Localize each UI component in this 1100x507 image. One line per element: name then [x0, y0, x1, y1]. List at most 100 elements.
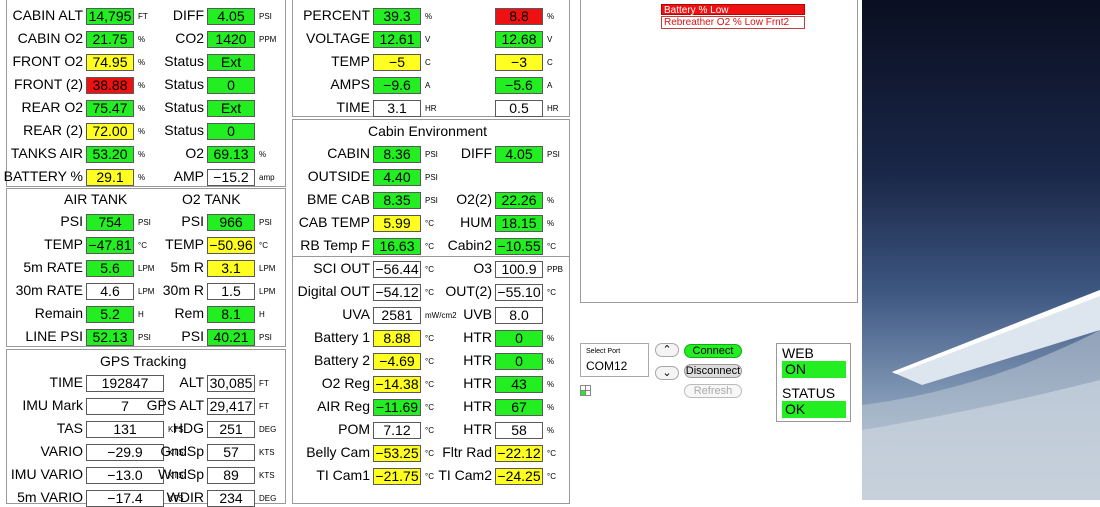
aerial-sky-photo: [862, 0, 1100, 500]
row-value: −47.81: [86, 237, 134, 254]
row-unit: KTS: [168, 494, 184, 503]
row-value: 8.36: [373, 146, 421, 163]
connect-button[interactable]: Connect: [684, 344, 742, 358]
row-unit-2: %: [547, 196, 555, 205]
row-unit-2: H: [259, 310, 265, 319]
row-unit: %: [425, 12, 433, 21]
row-label: TI Cam1: [316, 467, 370, 483]
scroll-up-button[interactable]: ⌃: [655, 343, 679, 357]
row-value-2: 1420: [207, 31, 255, 48]
row-value-2: 3.1: [207, 260, 255, 277]
row-label: IMU VARIO: [10, 466, 83, 482]
row-label-2: Status: [164, 76, 204, 92]
row-unit: PSI: [425, 150, 438, 159]
row-value: 3.1: [373, 100, 421, 117]
web-label: WEB: [782, 345, 814, 361]
row-label: CAB TEMP: [298, 214, 370, 230]
row-unit-2: A: [547, 81, 553, 90]
row-unit-2: °C: [547, 472, 556, 481]
row-value: 7.12: [373, 422, 421, 439]
row-unit-2: FT: [259, 379, 269, 388]
row-label-2: UVB: [463, 306, 492, 322]
row-label: UVA: [342, 306, 370, 322]
refresh-button[interactable]: Refresh: [684, 384, 742, 398]
port-grid-icon[interactable]: [580, 385, 591, 396]
row-label-2: OUT(2): [445, 283, 492, 299]
cabin-environment-panel: [292, 119, 570, 257]
port-select[interactable]: COM12: [586, 359, 628, 373]
row-unit: H: [138, 310, 144, 319]
row-value: 29.1: [86, 169, 134, 186]
row-value: 131: [86, 421, 164, 438]
row-label-2: CO2: [175, 30, 204, 46]
row-unit: KTS: [168, 425, 184, 434]
row-value: −29.9: [86, 444, 164, 461]
row-label: VOLTAGE: [305, 30, 370, 46]
row-unit: HR: [425, 104, 437, 113]
row-value: −9.6: [373, 77, 421, 94]
row-value-2: 57: [207, 444, 255, 461]
row-unit-2: °C: [259, 241, 268, 250]
row-unit: °C: [425, 265, 434, 274]
row-label-2: AMP: [173, 168, 204, 184]
row-value: −56.44: [373, 261, 421, 278]
row-value: −13.0: [86, 467, 164, 484]
row-unit: %: [138, 81, 146, 90]
row-label-2: PSI: [181, 328, 204, 344]
row-unit: °C: [425, 403, 434, 412]
row-unit-2: DEG: [259, 494, 277, 503]
row-unit-2: °C: [547, 288, 556, 297]
row-label-2: 30m R: [162, 282, 204, 298]
row-value-2: 43: [495, 376, 543, 393]
row-label: Battery 2: [313, 352, 370, 368]
row-value-2: 18.15: [495, 215, 543, 232]
row-unit: °C: [425, 288, 434, 297]
row-label-2: HTR: [463, 398, 492, 414]
row-label-2: DIFF: [460, 145, 492, 161]
row-unit-2: FT: [259, 402, 269, 411]
row-label-2: Rem: [174, 305, 204, 321]
scroll-down-button[interactable]: ⌄: [655, 366, 679, 380]
row-value-2: −22.12: [495, 445, 543, 462]
row-value: 5.6: [86, 260, 134, 277]
row-label-2: WndSp: [158, 466, 204, 482]
row-unit: °C: [425, 380, 434, 389]
row-value: 7: [86, 398, 164, 415]
row-value: 12.61: [373, 31, 421, 48]
row-value-2: 30,085: [207, 375, 255, 392]
row-value-2: 966: [207, 214, 255, 231]
row-label: CABIN: [327, 145, 370, 161]
row-unit: °C: [425, 426, 434, 435]
row-unit: KTS: [168, 448, 184, 457]
row-label-2: O3: [473, 260, 492, 276]
disconnect-button[interactable]: Disconnect: [684, 364, 742, 378]
row-label: TEMP: [331, 53, 370, 69]
web-status-panel: [776, 343, 851, 422]
row-value-2: −5.6: [495, 77, 543, 94]
row-value-2: 8.8: [495, 8, 543, 25]
row-unit-2: LPM: [259, 264, 276, 273]
row-label: AIR Reg: [317, 398, 370, 414]
row-unit: °C: [425, 357, 434, 366]
wing-photo-svg: [862, 290, 1100, 500]
port-grid-green-cell: [581, 391, 585, 395]
row-value: 4.6: [86, 283, 134, 300]
row-value: 754: [86, 214, 134, 231]
row-value: 72.00: [86, 123, 134, 140]
row-label-2: HTR: [463, 375, 492, 391]
row-unit-2: V: [547, 35, 553, 44]
row-value: 192847: [86, 375, 164, 392]
row-unit: %: [138, 150, 146, 159]
row-unit-2: PPM: [259, 35, 277, 44]
row-value: 5.2: [86, 306, 134, 323]
row-value-2: 0.5: [495, 100, 543, 117]
row-value: 16.63: [373, 238, 421, 255]
row-unit-2: %: [547, 357, 555, 366]
chevron-up-icon: ⌃: [662, 344, 672, 356]
port-label: Select Port: [586, 348, 621, 355]
row-value: 2581: [373, 307, 421, 324]
row-unit-2: %: [547, 403, 555, 412]
row-label: TAS: [56, 420, 83, 436]
row-value-2: 100.9: [495, 261, 543, 278]
row-value-2: −15.2: [207, 169, 255, 186]
